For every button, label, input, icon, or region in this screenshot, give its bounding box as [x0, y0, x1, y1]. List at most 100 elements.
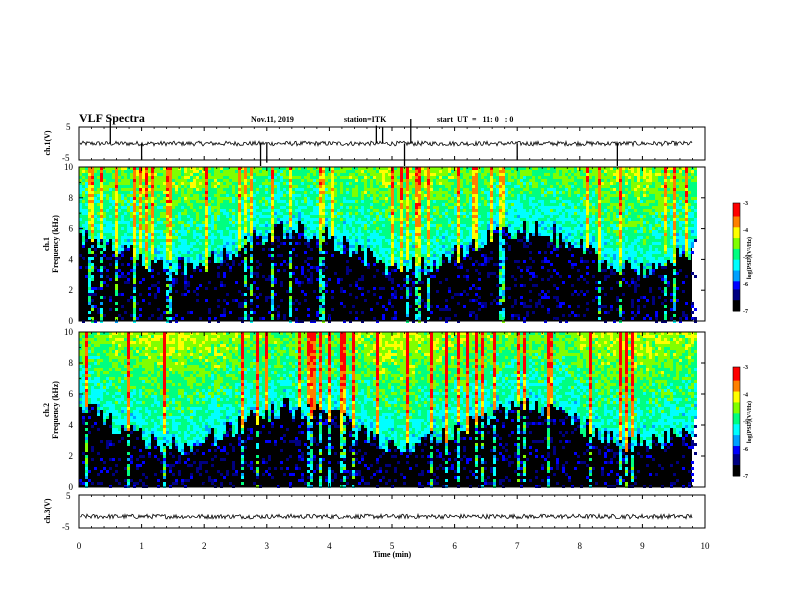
- spectrogram-cell: [289, 284, 292, 287]
- spectrogram-cell: [142, 263, 145, 266]
- spectrogram-cell: [379, 167, 382, 170]
- spectrogram-cell: [148, 224, 151, 227]
- spectrogram-cell: [496, 203, 499, 206]
- spectrogram-cell: [391, 245, 394, 248]
- spectrogram-cell: [511, 218, 514, 221]
- spectrogram-cell: [277, 254, 280, 257]
- spectrogram-cell: [364, 224, 367, 227]
- spectrogram-cell: [364, 245, 367, 248]
- spectrogram-cell: [286, 263, 289, 266]
- spectrogram-cell: [499, 317, 502, 320]
- spectrogram-cell: [190, 200, 193, 203]
- spectrogram-cell: [157, 248, 160, 251]
- spectrogram-cell: [466, 179, 469, 182]
- spectrogram-cell: [397, 251, 400, 254]
- spectrogram-cell: [235, 173, 238, 176]
- spectrogram-cell: [277, 182, 280, 185]
- spectrogram-cell: [280, 170, 283, 173]
- spectrogram-cell: [217, 191, 220, 194]
- spectrogram-cell: [241, 317, 244, 320]
- spectrogram-cell: [355, 221, 358, 224]
- spectrogram-cell: [253, 224, 256, 227]
- spectrogram-cell: [403, 191, 406, 194]
- spectrogram-cell: [283, 221, 286, 224]
- spectrogram-cell: [373, 287, 376, 290]
- spectrogram-cell: [418, 185, 421, 188]
- spectrogram-cell: [349, 188, 352, 191]
- spectrogram-cell: [433, 182, 436, 185]
- spectrogram-cell: [451, 248, 454, 251]
- spectrogram-cell: [295, 221, 298, 224]
- spectrogram-cell: [220, 173, 223, 176]
- spectrogram-cell: [205, 221, 208, 224]
- spectrogram-cell: [280, 242, 283, 245]
- spectrogram-cell: [373, 293, 376, 296]
- spectrogram-cell: [511, 314, 514, 317]
- spectrogram-cell: [178, 263, 181, 266]
- spectrogram-cell: [490, 230, 493, 233]
- spectrogram-cell: [271, 299, 274, 302]
- spectrogram-cell: [475, 215, 478, 218]
- spectrogram-cell: [193, 203, 196, 206]
- spectrogram-cell: [250, 203, 253, 206]
- spectrogram-cell: [139, 242, 142, 245]
- spectrogram-cell: [82, 182, 85, 185]
- spectrogram-cell: [172, 260, 175, 263]
- spectrogram-cell: [199, 170, 202, 173]
- spectrogram-cell: [235, 215, 238, 218]
- spectrogram-cell: [115, 287, 118, 290]
- spectrogram-cell: [499, 197, 502, 200]
- spectrogram-cell: [298, 194, 301, 197]
- spectrogram-cell: [256, 221, 259, 224]
- spectrogram-cell: [172, 245, 175, 248]
- spectrogram-cell: [460, 242, 463, 245]
- spectrogram-cell: [208, 206, 211, 209]
- spectrogram-cell: [154, 233, 157, 236]
- spectrogram-cell: [112, 206, 115, 209]
- spectrogram-cell: [154, 293, 157, 296]
- spectrogram-cell: [469, 230, 472, 233]
- spectrogram-cell: [172, 269, 175, 272]
- spectrogram-cell: [460, 293, 463, 296]
- spectrogram-cell: [97, 239, 100, 242]
- spectrogram-cell: [292, 215, 295, 218]
- spectrogram-cell: [244, 317, 247, 320]
- spectrogram-cell: [394, 290, 397, 293]
- spectrogram-cell: [445, 206, 448, 209]
- spectrogram-cell: [334, 218, 337, 221]
- spectrogram-cell: [418, 248, 421, 251]
- spectrogram-cell: [223, 221, 226, 224]
- spectrogram-cell: [175, 179, 178, 182]
- spectrogram-cell: [472, 188, 475, 191]
- spectrogram-cell: [97, 230, 100, 233]
- spectrogram-cell: [427, 317, 430, 320]
- spectrogram-cell: [445, 227, 448, 230]
- spectrogram-cell: [82, 233, 85, 236]
- spectrogram-cell: [418, 182, 421, 185]
- spectrogram-cell: [175, 314, 178, 317]
- spectrogram-cell: [313, 203, 316, 206]
- spectrogram-cell: [172, 230, 175, 233]
- spectrogram-cell: [124, 197, 127, 200]
- spectrogram-cell: [85, 167, 88, 170]
- spectrogram-cell: [292, 185, 295, 188]
- spectrogram-cell: [121, 206, 124, 209]
- spectrogram-cell: [109, 200, 112, 203]
- spectrogram-cell: [100, 311, 103, 314]
- spectrogram-cell: [136, 212, 139, 215]
- spectrogram-cell: [310, 170, 313, 173]
- spectrogram-cell: [115, 218, 118, 221]
- spectrogram-cell: [247, 209, 250, 212]
- spectrogram-cell: [181, 197, 184, 200]
- spectrogram-cell: [466, 209, 469, 212]
- spectrogram-cell: [394, 269, 397, 272]
- spectrogram-cell: [115, 203, 118, 206]
- spectrogram-cell: [169, 308, 172, 311]
- spectrogram-cell: [196, 242, 199, 245]
- spectrogram-cell: [106, 233, 109, 236]
- spectrogram-cell: [418, 266, 421, 269]
- spectrogram-cell: [343, 251, 346, 254]
- spectrogram-cell: [421, 230, 424, 233]
- spectrogram-cell: [151, 182, 154, 185]
- spectrogram-cell: [193, 236, 196, 239]
